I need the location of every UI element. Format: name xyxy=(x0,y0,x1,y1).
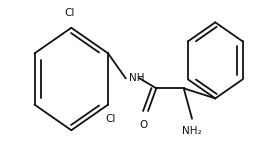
Text: Cl: Cl xyxy=(106,114,116,124)
Text: O: O xyxy=(140,120,148,130)
Text: NH: NH xyxy=(129,73,144,83)
Text: Cl: Cl xyxy=(65,9,75,18)
Text: NH₂: NH₂ xyxy=(182,126,202,136)
